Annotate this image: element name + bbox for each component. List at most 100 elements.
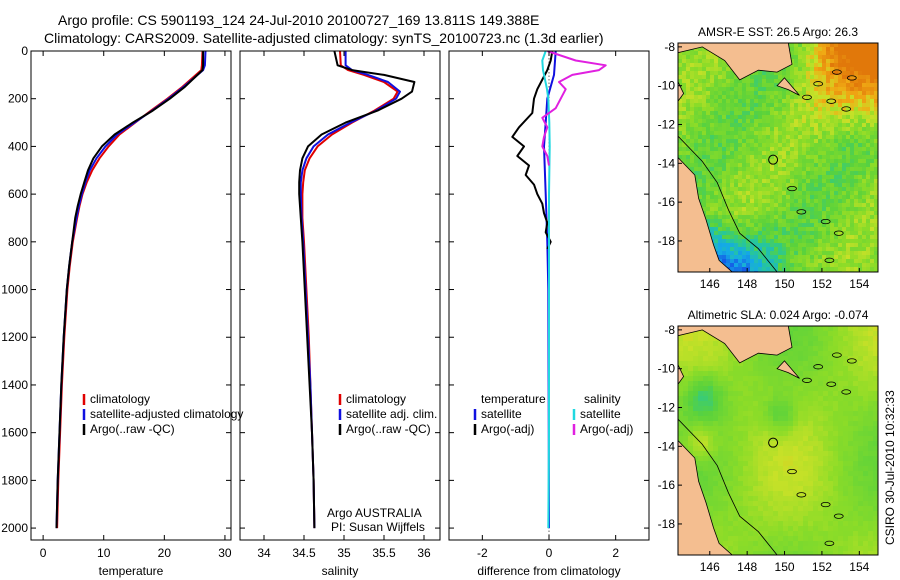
figure-title-line1: Argo profile: CS 5901193_124 24-Jul-2010… <box>58 12 539 28</box>
island-outline <box>824 540 835 546</box>
sst_map-frame <box>677 42 879 273</box>
y-tick-label: 1200 <box>1 330 28 344</box>
salinity-xlabel: salinity <box>322 564 359 578</box>
island-outline <box>824 257 835 263</box>
y-tick-label: 1400 <box>1 378 28 392</box>
land-mass <box>678 43 793 81</box>
sla_map-profile-marker <box>768 437 779 448</box>
island-outline <box>831 352 842 358</box>
x-tick-label: 36 <box>417 546 431 560</box>
map-y-tick-label: -12 <box>658 118 676 132</box>
figure-title-line2: Climatology: CARS2009. Satellite-adjuste… <box>44 30 604 46</box>
land-mass <box>678 156 733 272</box>
temperature-argo-legend-label: Argo(..raw -QC) <box>90 422 175 436</box>
map-x-tick-label: 154 <box>849 560 869 574</box>
shelf-contour <box>678 135 778 272</box>
temperature-panel: 0 10 20 30 0 200 400 600 800 1000 1200 1400 1600 1800… <box>1 44 243 578</box>
salinity-climatology-legend-label: climatology <box>346 392 406 406</box>
map-y-tick-label: -8 <box>664 323 675 337</box>
map-x-tick-label: 150 <box>775 560 795 574</box>
map-y-tick-label: -14 <box>658 439 676 453</box>
map-x-tick-label: 150 <box>775 277 795 291</box>
map-y-tick-label: -16 <box>658 478 676 492</box>
map-x-tick-label: 152 <box>812 277 832 291</box>
island-outline <box>820 501 831 508</box>
salinity-argo-legend-label: Argo(..raw -QC) <box>346 422 431 436</box>
temperature-satellite-legend-label: satellite-adjusted climatology <box>90 407 243 421</box>
diff-sal-satellite-legend-label: satellite <box>580 407 621 421</box>
y-tick-label: 400 <box>8 139 28 153</box>
map-y-tick-label: -8 <box>664 40 675 54</box>
island-outline <box>813 81 824 87</box>
credit-line1: Argo AUSTRALIA <box>327 506 422 520</box>
map-x-tick-label: 154 <box>849 277 869 291</box>
map-y-tick-label: -10 <box>658 79 676 93</box>
difference-temperature-argo-adj--line <box>511 51 554 250</box>
sla_map-title: Altimetric SLA: 0.024 Argo: -0.074 <box>688 308 869 322</box>
map-y-tick-label: -14 <box>658 156 676 170</box>
y-tick-label: 200 <box>8 92 28 106</box>
x-tick-label: 34.5 <box>292 546 316 560</box>
island-outline <box>846 75 857 81</box>
land-mass <box>678 439 733 555</box>
map-y-tick-label: -18 <box>658 517 676 531</box>
island-outline <box>841 106 852 112</box>
island-outline <box>787 468 797 475</box>
x-tick-label: 10 <box>97 546 111 560</box>
salinity-panel: 34 34.5 35 35.5 36 salinity climatologysatelli… <box>239 50 441 578</box>
temperature-axes-frame <box>30 50 232 541</box>
island-outline <box>813 364 824 370</box>
y-tick-label: 0 <box>21 44 28 58</box>
x-tick-label: 34 <box>257 546 271 560</box>
map-y-tick-label: -18 <box>658 234 676 248</box>
sst_map-field <box>678 43 878 272</box>
difference-xlabel: difference from climatology <box>477 564 620 578</box>
island-outline <box>796 209 807 215</box>
salinity-argo-raw-qc--line <box>298 51 416 529</box>
land-mass <box>776 77 800 96</box>
sst_map: AMSR-E SST: 26.5 Argo: 26.3 146 148 150 152 1… <box>658 25 879 291</box>
island-outline <box>831 69 842 75</box>
diff-temp-argo-legend-label: Argo(-adj) <box>481 422 534 436</box>
map-x-tick-label: 146 <box>700 560 720 574</box>
temperature-argo-raw-qc--line <box>55 51 205 529</box>
island-outline <box>833 513 844 519</box>
island-outline <box>802 377 812 383</box>
difference-salinity-satellite-line <box>541 51 551 529</box>
land-mass <box>678 326 793 364</box>
land-mass <box>678 364 685 385</box>
sla_map-frame <box>677 325 879 556</box>
sst_map-title: AMSR-E SST: 26.5 Argo: 26.3 <box>698 25 858 39</box>
x-tick-label: -2 <box>477 546 488 560</box>
land-mass <box>776 360 800 379</box>
temperature-climatology-line <box>56 51 204 529</box>
difference-legend-title-salinity: salinity <box>584 392 621 406</box>
sla_map: Altimetric SLA: 0.024 Argo: -0.074 146 148… <box>658 308 879 574</box>
timestamp-label: CSIRO 30-Jul-2010 10:32:33 <box>883 390 897 545</box>
y-tick-label: 1800 <box>1 473 28 487</box>
temperature-climatology-legend-label: climatology <box>90 392 150 406</box>
diff-sal-argo-legend-label: Argo(-adj) <box>580 422 633 436</box>
salinity-satellite-adj-clim--line <box>299 51 401 529</box>
difference-salinity-argo-adj--line <box>541 51 607 166</box>
map-x-tick-label: 148 <box>737 277 757 291</box>
land-mass <box>678 81 685 102</box>
y-tick-label: 1600 <box>1 426 28 440</box>
map-y-tick-label: -10 <box>658 362 676 376</box>
y-tick-label: 800 <box>8 235 28 249</box>
island-outline <box>841 389 852 395</box>
x-tick-label: 30 <box>218 546 232 560</box>
x-tick-label: 20 <box>158 546 172 560</box>
sst_map-profile-marker <box>768 154 779 165</box>
island-outline <box>787 185 797 192</box>
island-outline <box>820 218 831 225</box>
diff-temp-satellite-legend-label: satellite <box>481 407 522 421</box>
credit-line2: PI: Susan Wijffels <box>331 520 425 534</box>
sla_map-field <box>678 326 878 555</box>
map-x-tick-label: 148 <box>737 560 757 574</box>
island-outline <box>796 492 807 498</box>
x-tick-label: 35 <box>337 546 351 560</box>
temperature-satellite-adjusted-climatology-line <box>55 51 207 529</box>
island-outline <box>833 230 844 236</box>
